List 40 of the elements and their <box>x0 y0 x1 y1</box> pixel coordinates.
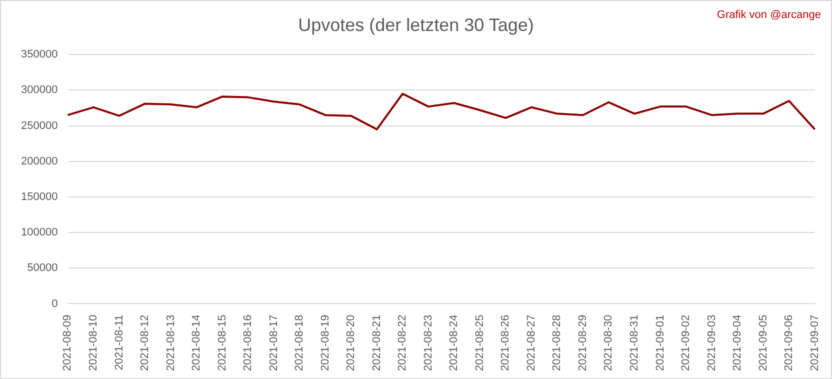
x-tick-label: 2021-08-10 <box>88 314 100 372</box>
x-tick-label: 2021-08-14 <box>190 314 203 372</box>
x-tick-label: 2021-08-22 <box>396 314 409 372</box>
x-tick-label: 2021-08-09 <box>62 314 74 372</box>
y-tick-label: 50000 <box>27 262 58 274</box>
y-tick-label: 200000 <box>20 155 58 168</box>
chart-title: Upvotes (der letzten 30 Tage) <box>298 14 534 35</box>
x-tick-label: 2021-09-03 <box>706 314 718 372</box>
x-tick-label: 2021-08-17 <box>268 314 280 372</box>
x-tick-label: 2021-08-30 <box>602 314 615 372</box>
y-tick-label: 250000 <box>20 120 58 132</box>
y-tick-label: 150000 <box>20 190 58 203</box>
x-tick-label: 2021-09-02 <box>680 314 692 372</box>
x-tick-label: 2021-08-15 <box>216 314 228 372</box>
x-tick-label: 2021-08-19 <box>319 314 332 372</box>
y-tick-label: 300000 <box>20 84 58 96</box>
x-tick-label: 2021-08-29 <box>576 314 589 372</box>
x-tick-label: 2021-08-31 <box>628 314 640 372</box>
x-tick-label: 2021-08-28 <box>551 314 564 372</box>
x-tick-label: 2021-08-23 <box>422 314 434 372</box>
x-tick-label: 2021-09-01 <box>654 314 666 372</box>
y-tick-label: 350000 <box>20 48 58 61</box>
x-tick-label: 2021-08-27 <box>525 314 538 372</box>
x-tick-label: 2021-08-18 <box>294 314 306 372</box>
y-tick-label: 100000 <box>20 226 58 239</box>
text: Grafik von @arcange <box>716 9 821 21</box>
x-tick-label: 2021-08-21 <box>370 314 383 372</box>
x-tick-label: 2021-09-05 <box>757 314 770 372</box>
y-tick-label: 0 <box>52 298 58 310</box>
x-tick-label: 2021-08-25 <box>474 314 486 372</box>
x-tick-label: 2021-08-16 <box>242 314 254 372</box>
x-tick-label: 2021-08-24 <box>448 314 460 372</box>
x-tick-label: 2021-09-04 <box>732 314 744 372</box>
x-tick-label: 2021-09-06 <box>783 314 796 372</box>
x-tick-label: 2021-08-12 <box>139 314 152 372</box>
x-tick-label: 2021-08-13 <box>164 314 177 372</box>
x-tick-label: 2021-08-20 <box>345 314 358 372</box>
x-tick-label: 2021-09-07 <box>808 314 821 372</box>
x-tick-label: 2021-08-11 <box>113 314 126 370</box>
x-tick-label: 2021-08-26 <box>500 314 512 372</box>
